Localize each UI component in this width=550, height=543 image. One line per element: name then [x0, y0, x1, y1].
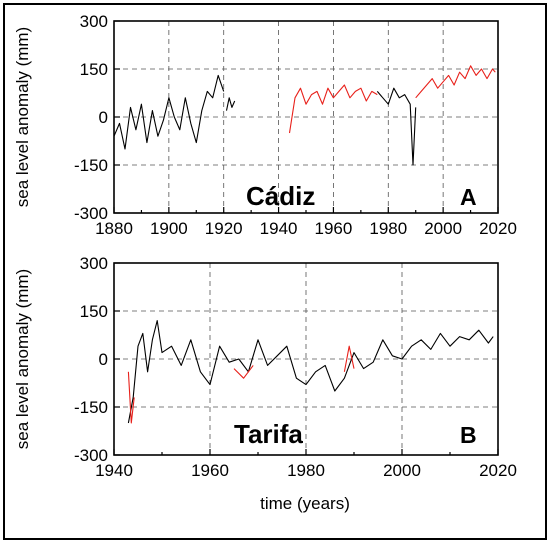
panel-a-letter: A: [460, 184, 477, 210]
panel-b-series: [127, 320, 494, 424]
panel-b-letter: B: [460, 422, 477, 448]
x-tick-label: 2020: [479, 219, 517, 238]
panel-a-x-tick-labels: 1880 1900 1920 1940 1960 1980 2000 2020: [95, 219, 517, 238]
figure-frame: [3, 3, 547, 540]
x-tick-label: 1880: [95, 219, 133, 238]
panel-b-grid: [114, 263, 498, 455]
y-tick-label: 300: [80, 12, 108, 31]
series-black-segment-3-panel-a: [376, 87, 417, 166]
x-tick-label: 1980: [287, 461, 325, 480]
x-tick-label: 2000: [424, 219, 462, 238]
y-tick-label: 0: [99, 108, 108, 127]
x-tick-label: 1940: [260, 219, 298, 238]
series-red-segment-2-panel-b: [233, 365, 254, 379]
series-black-segment-2-panel-a: [225, 97, 236, 111]
panel-a-site-label: Cádiz: [246, 181, 315, 211]
panel-a-cadiz: 1880 1900 1920 1940 1960 1980 2000 2020 300 150 0…: [13, 12, 517, 238]
y-tick-label: 150: [80, 60, 108, 79]
panel-b-ticks: [113, 262, 499, 456]
series-black-segment-1-panel-a: [113, 74, 225, 150]
series-red-segment-1-panel-b: [127, 371, 135, 424]
panel-a-y-tick-labels: 300 150 0 -150 -300: [74, 12, 108, 223]
y-tick-label: -300: [74, 446, 108, 465]
panel-a-series: [113, 65, 496, 166]
series-red-segment-2-panel-a: [415, 65, 496, 99]
x-tick-label: 2020: [479, 461, 517, 480]
panel-a-grid: [114, 21, 498, 213]
panel-b-site-label: Tarifa: [234, 419, 303, 449]
panel-a-y-axis-label: sea level anomaly (mm): [13, 27, 32, 207]
x-tick-label: 1900: [150, 219, 188, 238]
y-tick-label: -150: [74, 398, 108, 417]
series-red-segment-1-panel-a: [288, 84, 378, 134]
series-red-segment-3-panel-b: [343, 345, 355, 372]
y-tick-label: 150: [80, 302, 108, 321]
x-tick-label: 1980: [369, 219, 407, 238]
x-tick-label: 1920: [205, 219, 243, 238]
panel-b-x-tick-labels: 1940 1960 1980 2000 2020: [95, 461, 517, 480]
y-tick-label: -300: [74, 204, 108, 223]
panel-b-x-axis-label: time (years): [260, 494, 350, 513]
panel-b-y-axis-label: sea level anomaly (mm): [13, 269, 32, 449]
series-black-segment-1-panel-b: [127, 320, 494, 424]
x-tick-label: 1960: [315, 219, 353, 238]
x-tick-label: 2000: [383, 461, 421, 480]
y-tick-label: -150: [74, 156, 108, 175]
panel-b-y-tick-labels: 300 150 0 -150 -300: [74, 254, 108, 465]
x-tick-label: 1940: [95, 461, 133, 480]
x-tick-label: 1960: [191, 461, 229, 480]
y-tick-label: 0: [99, 350, 108, 369]
y-tick-label: 300: [80, 254, 108, 273]
panel-b-tarifa: 1940 1960 1980 2000 2020 300 150 0 -150 -300 Tar…: [13, 254, 517, 513]
panel-a-ticks: [113, 20, 499, 214]
